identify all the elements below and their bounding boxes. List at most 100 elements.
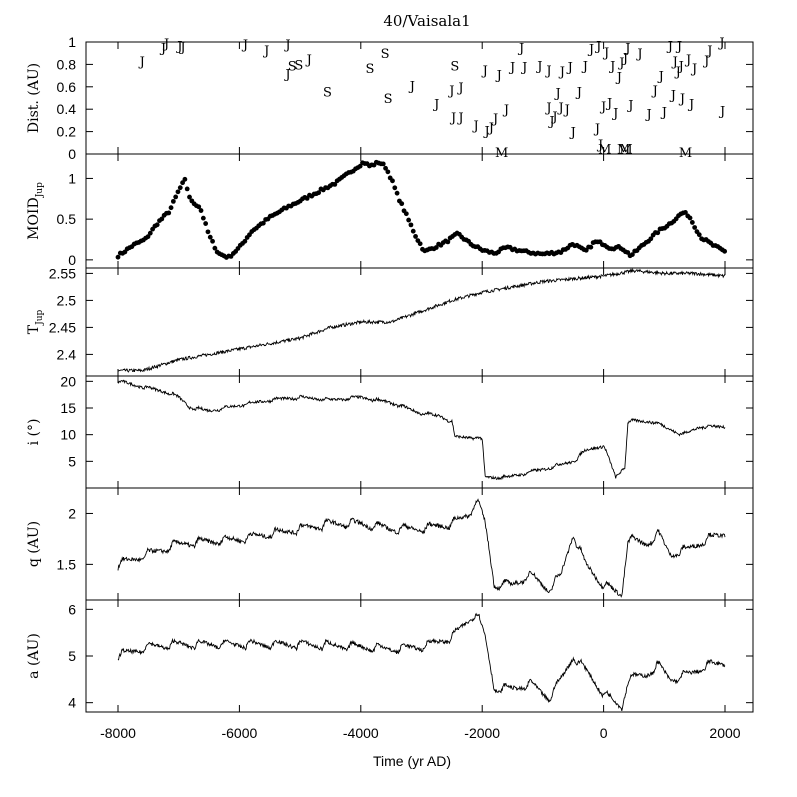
moid-point	[445, 239, 451, 245]
encounter-saturn: S	[381, 47, 390, 62]
encounter-jupiter: J	[657, 70, 664, 85]
panel-moid: 0 0.5 1 MOIDJup	[26, 153, 754, 269]
moid-point	[159, 216, 165, 222]
encounter-jupiter: J	[544, 101, 551, 116]
moid-point	[357, 163, 363, 169]
moid-point	[689, 220, 695, 225]
encounter-jupiter: J	[621, 52, 628, 67]
encounter-jupiter: J	[241, 38, 248, 53]
moid-point	[696, 232, 702, 238]
encounter-jupiter: J	[138, 55, 145, 70]
y-tick-label: 20	[60, 373, 76, 389]
encounter-jupiter: J	[684, 53, 691, 68]
moid-point	[385, 169, 391, 175]
encounter-jupiter: J	[674, 65, 681, 80]
encounter-mars: M	[598, 142, 611, 157]
moid-point	[648, 236, 654, 242]
y-tick-label: 0.6	[57, 79, 77, 95]
tisserand-line	[117, 268, 726, 373]
encounter-jupiter: J	[651, 84, 658, 99]
encounter-jupiter: J	[495, 68, 502, 83]
panel-tisserand: 2.4 2.45 2.5 2.55 TJup	[26, 265, 754, 377]
y-tick-label: 5	[68, 648, 76, 664]
encounter-jupiter: J	[558, 65, 565, 80]
panel-frame	[85, 375, 754, 489]
encounter-jupiter: J	[262, 44, 269, 59]
y-axis-label-perihelion: q (AU)	[26, 521, 42, 567]
moid-point	[180, 180, 185, 186]
perihelion-line	[117, 498, 726, 598]
encounter-jupiter: J	[491, 112, 498, 127]
moid-point	[687, 215, 693, 221]
encounter-jupiter: J	[645, 108, 652, 123]
y-tick-label: 15	[60, 400, 76, 416]
encounter-jupiter: J	[553, 86, 560, 101]
moid-point	[403, 211, 409, 217]
encounter-jupiter: J	[520, 61, 527, 76]
encounter-saturn: S	[294, 58, 303, 73]
encounter-jupiter: J	[408, 80, 415, 95]
encounter-jupiter: J	[432, 98, 439, 113]
y-tick-label: 2.4	[57, 346, 77, 362]
moid-point	[383, 165, 388, 171]
moid-point	[170, 198, 176, 204]
encounter-jupiter: J	[678, 92, 685, 107]
panel-inclination: 5 10 15 20 i (°)	[26, 373, 754, 489]
encounter-saturn: S	[365, 62, 374, 77]
encounter-jupiter: J	[575, 85, 582, 100]
encounter-jupiter: J	[456, 111, 463, 126]
x-axis-label: Time (yr AD)	[373, 753, 451, 769]
encounter-jupiter: J	[671, 55, 678, 70]
moid-point	[212, 245, 218, 251]
y-tick-label: 1	[68, 34, 76, 50]
moid-point	[408, 222, 414, 228]
moid-point	[168, 205, 174, 211]
encounter-jupiter: J	[508, 61, 515, 76]
encounter-mars: M	[619, 142, 632, 157]
moid-point	[145, 234, 151, 240]
encounter-jupiter: J	[677, 60, 684, 75]
moid-point	[399, 201, 405, 207]
encounter-jupiter: J	[718, 104, 725, 119]
encounter-saturn: S	[450, 60, 459, 75]
y-tick-label: 6	[68, 601, 76, 617]
encounter-jupiter: J	[456, 81, 463, 96]
encounter-jupiter: J	[705, 44, 712, 59]
y-tick-label: 2.5	[57, 292, 77, 308]
moid-point	[588, 244, 594, 250]
moid-point	[390, 178, 395, 184]
encounter-jupiter: J	[547, 114, 554, 129]
inclination-line	[117, 379, 726, 481]
moid-point	[406, 217, 412, 223]
encounter-jupiter: J	[593, 122, 600, 137]
x-tick-label: -8000	[100, 725, 136, 741]
panel-perihelion: 1.5 2 q (AU)	[26, 487, 754, 601]
moid-point	[410, 228, 416, 234]
encounter-jupiter: J	[602, 46, 609, 61]
semimajor-line	[117, 612, 726, 712]
moid-point	[413, 234, 418, 239]
moid-point	[177, 185, 183, 191]
panel-frame	[85, 267, 754, 377]
moid-point	[198, 208, 204, 213]
moid-point	[629, 252, 635, 258]
encounter-jupiter: J	[563, 103, 570, 118]
y-axis-label-semimajor: a (AU)	[26, 633, 42, 679]
encounter-jupiter: J	[283, 67, 290, 82]
moid-point	[417, 241, 423, 247]
encounter-jupiter: J	[544, 64, 551, 79]
y-tick-label: 0.2	[57, 124, 77, 140]
moid-point	[394, 190, 400, 196]
y-tick-label: 0	[68, 252, 76, 268]
encounter-jupiter: J	[623, 42, 630, 57]
moid-point	[182, 176, 188, 182]
encounter-jupiter: J	[482, 124, 489, 139]
encounter-jupiter: J	[617, 56, 624, 71]
panel-semimajor: 4 5 6 a (AU)	[26, 599, 754, 713]
y-tick-label: 0.8	[57, 56, 77, 72]
encounter-jupiter: J	[596, 138, 603, 153]
x-tick-label: -6000	[221, 725, 257, 741]
moid-point	[210, 238, 215, 244]
moid-point	[332, 181, 338, 187]
